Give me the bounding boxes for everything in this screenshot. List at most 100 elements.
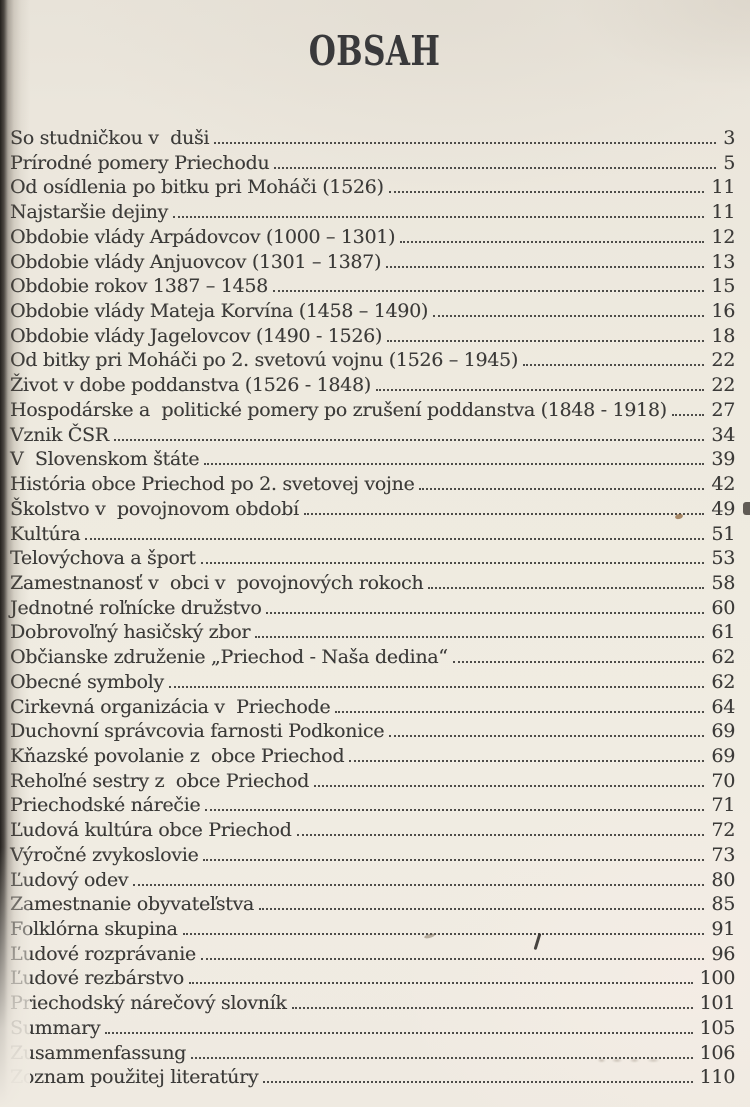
toc-entry-page: 61	[711, 621, 735, 644]
toc-entry: Obdobie vlády Jagelovcov (1490 - 1526) 18	[10, 324, 735, 349]
dot-leader	[188, 982, 693, 985]
toc-entry-label: Obdobie vlády Mateja Korvína (1458 – 149…	[10, 300, 428, 323]
toc-entry-label: So studničkou v duši	[10, 127, 210, 149]
toc-entry: Folklórna skupina 91	[10, 917, 735, 942]
page-title: OBSAH	[0, 27, 750, 75]
toc-entry-page: 5	[723, 151, 735, 174]
dot-leader	[314, 784, 705, 787]
toc-entry: Obdobie vlády Arpádovcov (1000 – 1301) 12	[10, 225, 735, 250]
toc-entry-page: 85	[711, 893, 735, 916]
toc-entry-label: Obdobie vlády Jagelovcov (1490 - 1526)	[10, 324, 383, 347]
toc-entry-page: 13	[711, 250, 735, 273]
toc-entry-label: Ľudová kultúra obce Priechod	[10, 819, 292, 842]
toc-entry-page: 3	[723, 127, 735, 149]
toc-entry-page: 69	[711, 720, 735, 743]
toc-entry-label: Výročné zvykoslovie	[10, 843, 199, 866]
dot-leader	[85, 537, 705, 540]
paper-corner-shade	[570, 0, 750, 90]
toc-entry: Od bitky pri Moháči po 2. svetovú vojnu …	[10, 348, 735, 373]
toc-entry: Vznik ČSR 34	[10, 423, 735, 448]
toc-entry: Telovýchova a šport 53	[10, 546, 735, 571]
dot-leader	[388, 191, 705, 194]
toc-entry-page: 62	[711, 670, 735, 693]
toc-entry-page: 27	[711, 398, 735, 421]
toc-entry-label: Prírodné pomery Priechodu	[10, 151, 270, 174]
dot-leader	[671, 413, 705, 416]
dot-leader	[204, 463, 705, 466]
toc-entry: Život v dobe poddanstva (1526 - 1848) 22	[10, 373, 735, 398]
dot-leader	[387, 339, 705, 342]
toc-entry-page: 11	[711, 201, 735, 224]
dot-leader	[168, 685, 705, 688]
toc-entry-page: 22	[711, 349, 735, 372]
toc-entry-label: Telovýchova a šport	[10, 547, 196, 570]
toc-entry: Kultúra 51	[10, 522, 735, 547]
toc-entry: Priechodské nárečie 71	[10, 793, 735, 818]
toc-entry-page: 64	[711, 695, 735, 718]
toc-entry: Školstvo v povojnovom období 49	[10, 497, 735, 522]
toc-entry-page: 70	[711, 769, 735, 792]
toc-entry: So studničkou v duši 3	[10, 126, 735, 151]
toc-entry-label: Život v dobe poddanstva (1526 - 1848)	[10, 374, 371, 397]
dot-leader	[263, 1081, 693, 1084]
toc-entry-label: História obce Priechod po 2. svetovej vo…	[10, 473, 415, 496]
toc-entry: Obdobie vlády Mateja Korvína (1458 – 149…	[10, 299, 735, 324]
dot-leader	[200, 562, 705, 565]
dot-leader	[400, 240, 705, 243]
toc-entry: Cirkevná organizácia v Priechode 64	[10, 695, 735, 720]
toc-entry-page: 73	[711, 843, 735, 866]
dot-leader	[375, 389, 705, 392]
toc-entry-label: Ľudové rezbárstvo	[10, 967, 184, 990]
dot-leader	[182, 933, 705, 935]
toc-entry-page: 15	[711, 275, 735, 298]
dot-leader	[419, 488, 705, 491]
toc-entry-label: Občianske združenie „Priechod - Naša ded…	[10, 646, 448, 669]
toc-entry-label: Cirkevná organizácia v Priechode	[10, 695, 331, 718]
toc-entry: Ľudové rozprávanie 96	[10, 942, 735, 967]
toc-entry-page: 22	[711, 374, 735, 397]
toc-entry: Ľudové rezbárstvo 100	[10, 966, 735, 991]
toc-entry-label: Obdobie vlády Arpádovcov (1000 – 1301)	[10, 225, 396, 248]
toc-entry-page: 53	[711, 547, 735, 570]
toc-entry: Prírodné pomery Priechodu 5	[10, 151, 735, 176]
toc-entry-page: 100	[699, 967, 736, 990]
toc-entry-page: 69	[711, 744, 735, 767]
dot-leader	[266, 611, 705, 614]
toc-list: So studničkou v duši 3 Prírodné pomery Pri…	[10, 126, 735, 1090]
toc-entry-label: Ľudové rozprávanie	[10, 942, 196, 965]
toc-entry: Obdobie rokov 1387 – 1458 15	[10, 274, 735, 299]
toc-entry-label: Hospodárske a politické pomery po zrušen…	[10, 398, 667, 421]
scan-edge-mark	[743, 502, 750, 515]
dot-leader	[200, 957, 705, 960]
toc-entry-label: Obdobie vlády Anjuovcov (1301 – 1387)	[10, 250, 382, 273]
toc-entry-label: Od osídlenia po bitku pri Moháči (1526)	[10, 176, 384, 199]
dot-leader	[433, 315, 705, 318]
toc-entry-label: Dobrovoľný hasičský zbor	[10, 621, 251, 644]
toc-entry-page: 62	[711, 646, 735, 669]
toc-entry: Výročné zvykoslovie 73	[10, 843, 735, 868]
toc-entry-label: Zamestnanie obyvateľstva	[10, 893, 254, 916]
toc-entry: Zoznam použitej literatúry 110	[10, 1065, 735, 1090]
toc-entry-page: 91	[711, 918, 735, 940]
toc-entry: Dobrovoľný hasičský zbor 61	[10, 620, 735, 645]
page-title-text: OBSAH	[309, 27, 441, 76]
binding-shadow-fade	[0, 847, 30, 1107]
toc-entry-page: 106	[699, 1041, 736, 1064]
dot-leader	[105, 1031, 693, 1034]
toc-entry: V Slovenskom štáte 39	[10, 447, 735, 472]
toc-entry: Ľudový odev 80	[10, 868, 735, 893]
toc-entry-page: 105	[699, 1016, 736, 1039]
dot-leader	[349, 759, 705, 762]
dot-leader	[274, 166, 717, 169]
dot-leader	[173, 216, 705, 219]
dot-leader	[335, 710, 705, 713]
dot-leader	[205, 809, 705, 812]
toc-entry: Od osídlenia po bitku pri Moháči (1526) 1…	[10, 175, 735, 200]
toc-entry-page: 58	[711, 571, 735, 594]
toc-entry-page: 96	[711, 942, 735, 965]
toc-entry: Zamestnanosť v obci v povojnových rokoch…	[10, 571, 735, 596]
toc-entry: Rehoľné sestry z obce Priechod 70	[10, 769, 735, 794]
dot-leader	[191, 1056, 693, 1059]
toc-entry: Najstaršie dejiny 11	[10, 200, 735, 225]
